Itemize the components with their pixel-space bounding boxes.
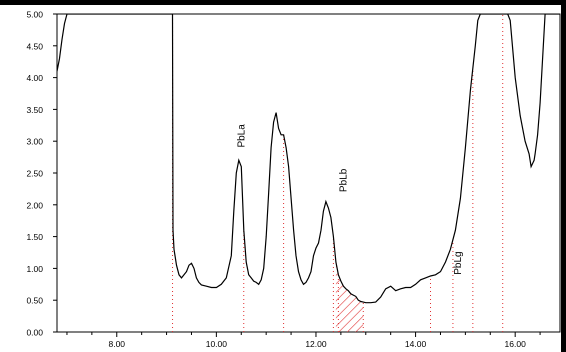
y-tick-label-5: 2.50 <box>26 169 43 179</box>
x-tick-label-4: 16.00 <box>505 339 527 349</box>
peak-label-1: PbLb <box>338 168 349 192</box>
y-tick-label-3: 1.50 <box>26 232 43 242</box>
y-tick-label-10: 5.00 <box>26 10 43 20</box>
peak-label-0: PbLa <box>236 124 247 148</box>
x-tick-label-0: 8.00 <box>108 339 125 349</box>
outer-frame-top <box>0 0 566 5</box>
x-tick-label-2: 12.00 <box>305 339 327 349</box>
y-tick-label-1: 0.50 <box>26 296 43 306</box>
y-tick-label-9: 4.50 <box>26 41 43 51</box>
y-tick-label-7: 3.50 <box>26 105 43 115</box>
y-tick-label-2: 1.00 <box>26 264 43 274</box>
hatched-peak-region <box>335 262 364 332</box>
y-tick-label-4: 2.00 <box>26 200 43 210</box>
plot-area <box>56 13 561 333</box>
peak-label-2: PbLg <box>453 251 464 274</box>
y-tick-label-6: 3.00 <box>26 137 43 147</box>
x-tick-label-1: 10.00 <box>206 339 228 349</box>
outer-frame-right <box>561 0 566 352</box>
y-tick-label-0: 0.00 <box>26 328 43 338</box>
spectrum-series-line <box>57 14 560 304</box>
y-tick-label-8: 4.00 <box>26 73 43 83</box>
x-tick-label-3: 14.00 <box>405 339 427 349</box>
